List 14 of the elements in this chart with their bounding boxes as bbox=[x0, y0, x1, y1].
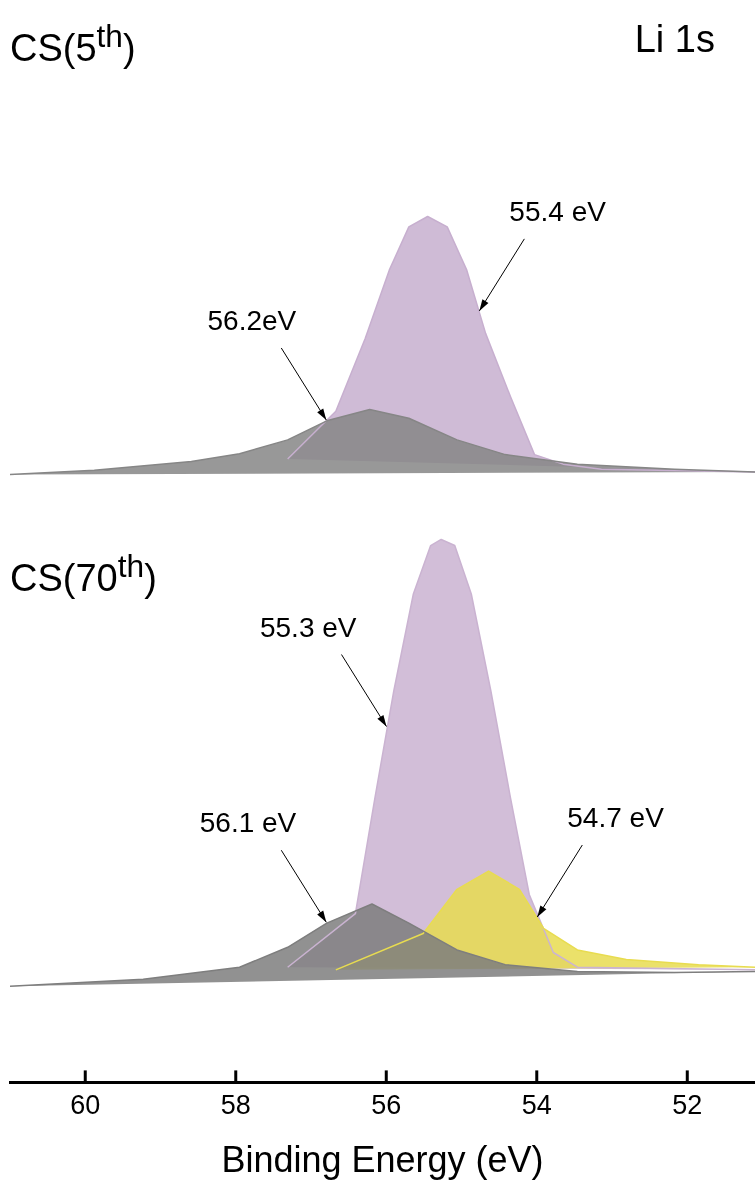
x-axis-title: Binding Energy (eV) bbox=[221, 1139, 544, 1181]
annotation: 55.4 eV bbox=[509, 195, 607, 227]
annotation: 56.1 eV bbox=[199, 807, 297, 839]
text: CS(5$^{th}$) bbox=[10, 18, 136, 70]
chart-title: Li 1s bbox=[634, 18, 715, 61]
x-tick-label: 56 bbox=[371, 1090, 402, 1121]
x-tick-label: 54 bbox=[521, 1090, 552, 1121]
annotation: CS(70$^{th}$) bbox=[10, 548, 157, 600]
x-tick-label: 58 bbox=[220, 1090, 251, 1121]
annotation: 55.3 eV bbox=[259, 611, 357, 643]
x-tick-label: 60 bbox=[70, 1090, 101, 1121]
annotation: 56.2eV bbox=[207, 304, 297, 336]
annotation: 54.7 eV bbox=[567, 802, 665, 834]
x-tick-label: 52 bbox=[672, 1090, 703, 1121]
